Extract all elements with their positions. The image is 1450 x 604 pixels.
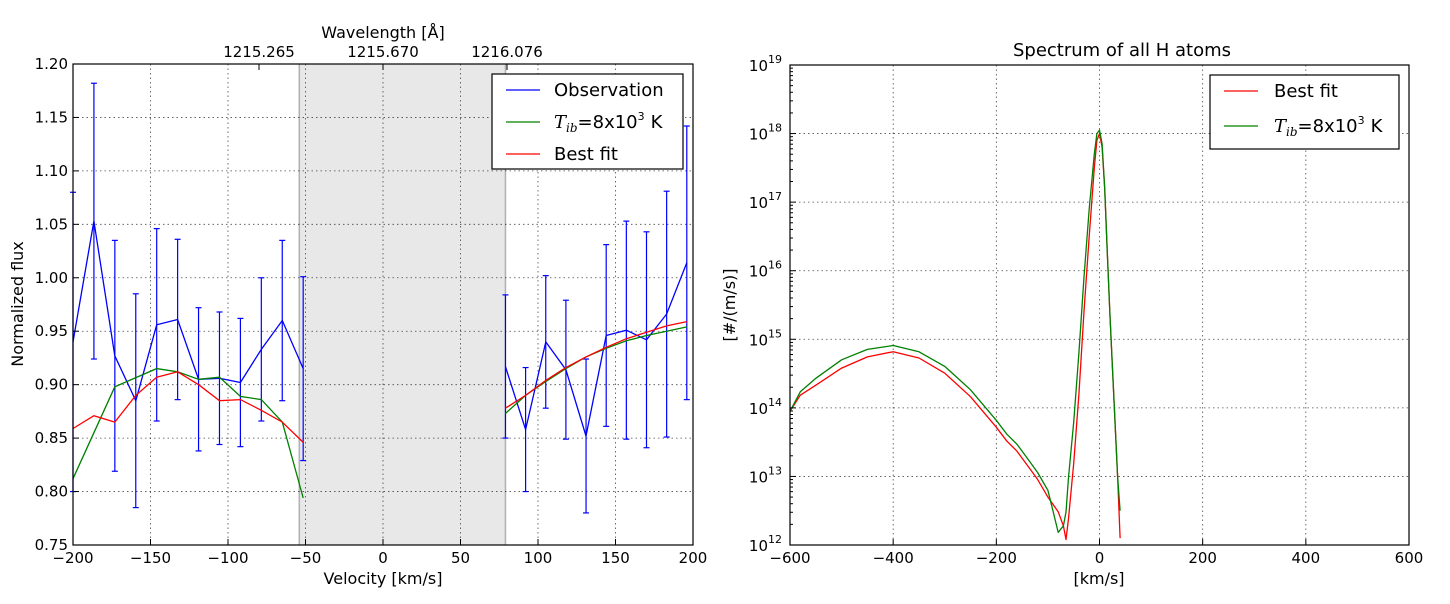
x-tick-label: −200: [976, 549, 1017, 567]
x-tick-label: −150: [130, 549, 171, 567]
y-tick-label: 0.85: [35, 429, 68, 447]
x-tick-label: −100: [207, 549, 248, 567]
right-y-axis-label: [#/(m/s)]: [720, 268, 739, 341]
x-tick-label: 150: [601, 549, 630, 567]
x-tick-label: −200: [52, 549, 93, 567]
left-chart: −200 −150 −100 −50 0 50 100 150 200 0.75 0.80 0.85…: [8, 23, 707, 588]
left-y-ticks: 0.75 0.80 0.85 0.90 0.95 1.00 1.05 1.10 1.15 1.20: [35, 55, 79, 554]
y-tick-label: 1.05: [35, 215, 68, 233]
y-tick-label: 1.15: [35, 108, 68, 126]
legend-label-tib: Tib=8x103 K: [554, 110, 664, 135]
x-tick-label: 400: [1292, 549, 1321, 567]
series-line-t-ib-x-k: [789, 129, 1121, 534]
right-legend: Best fit Tib=8x103 K: [1209, 74, 1400, 150]
right-x-ticks: −600 −400 −200 0 200 400 600: [769, 539, 1423, 567]
y-tick-label: 0.90: [35, 376, 68, 394]
y-tick-label: 0.95: [35, 322, 68, 340]
series-line-t-ib-x-k-seg0: [72, 367, 304, 499]
x-tick-label: 50: [451, 549, 470, 567]
y-tick-label: 1012: [749, 533, 782, 555]
series-line-best-fit: [789, 132, 1121, 541]
excluded-region-shading: [299, 64, 506, 545]
y-tick-label: 1014: [749, 396, 782, 418]
series-line-observation-seg0: [72, 220, 304, 403]
y-tick-label: 1018: [749, 122, 782, 144]
x-tick-label: −50: [290, 549, 322, 567]
legend-label-best-fit-right: Best fit: [1274, 81, 1338, 102]
right-x-axis-label: [km/s]: [1073, 569, 1124, 588]
top-tick-label: 1215.670: [347, 43, 419, 61]
left-legend: Observation Tib=8x103 K Best fit: [491, 73, 684, 170]
legend-label-best-fit: Best fit: [554, 144, 618, 165]
left-top-axis-label: Wavelength [Å]: [321, 23, 444, 42]
x-tick-label: −400: [873, 549, 914, 567]
top-tick-label: 1216.076: [471, 43, 543, 61]
y-tick-label: 1017: [749, 190, 782, 212]
y-tick-label: 1013: [749, 464, 782, 486]
series-line-observation-seg1: [504, 262, 688, 437]
legend-label-tib-right: Tib=8x103 K: [1274, 114, 1384, 139]
y-tick-label: 0.75: [35, 536, 68, 554]
top-tick-label: 1215.265: [223, 43, 295, 61]
legend-label-observation: Observation: [554, 80, 664, 101]
right-series: [789, 129, 1121, 541]
left-top-ticks: 1215.265 1215.670 1216.076: [223, 43, 543, 70]
x-tick-label: −600: [769, 549, 810, 567]
x-tick-label: 0: [378, 549, 388, 567]
y-tick-label: 1.10: [35, 162, 68, 180]
right-y-ticks: 1012 1013 1014 1015 1016 1017 1018 1019: [749, 53, 796, 555]
series-line-best-fit-seg1: [505, 320, 687, 409]
x-tick-label: 0: [1095, 549, 1105, 567]
y-tick-label: 1.20: [35, 55, 68, 73]
right-chart-title: Spectrum of all H atoms: [1013, 40, 1231, 61]
left-x-ticks: −200 −150 −100 −50 0 50 100 150 200: [52, 539, 707, 567]
y-tick-label: 1.00: [35, 269, 68, 287]
y-tick-label: 1016: [749, 259, 782, 281]
left-series: [70, 82, 690, 514]
right-chart: −600 −400 −200 0 200 400 600 10121013101410151…: [720, 40, 1423, 588]
left-x-axis-label: Velocity [km/s]: [324, 569, 443, 588]
y-tick-label: 1019: [749, 53, 782, 75]
y-tick-label: 0.80: [35, 483, 68, 501]
left-y-axis-label: Normalized flux: [8, 241, 27, 367]
right-legend-box: [1209, 74, 1400, 150]
x-tick-label: 100: [524, 549, 553, 567]
x-tick-label: 600: [1395, 549, 1424, 567]
y-tick-label: 1015: [749, 327, 782, 349]
x-tick-label: 200: [679, 549, 708, 567]
x-tick-label: 200: [1188, 549, 1217, 567]
series-line-best-fit-seg0: [72, 371, 304, 443]
